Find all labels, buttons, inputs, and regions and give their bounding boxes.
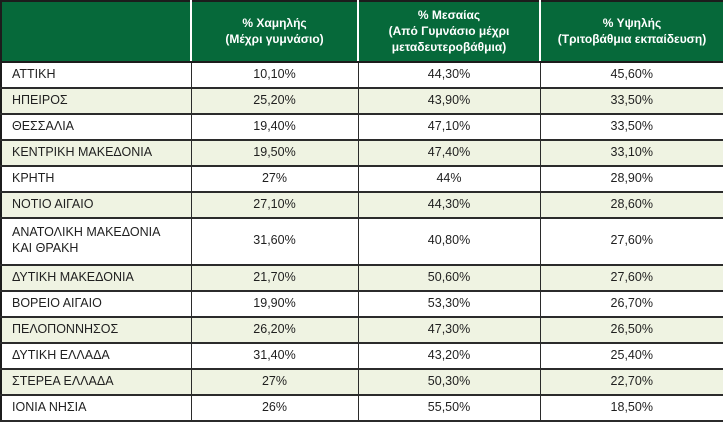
high-cell: 25,40% xyxy=(539,341,723,370)
high-cell: 27,60% xyxy=(539,263,723,292)
medium-cell: 53,30% xyxy=(357,289,541,318)
table-row: ΣΤΕΡΕΑ ΕΛΛΑΔΑ 27% 50,30% 22,70% xyxy=(0,367,723,396)
table-header: % Χαμηλής (Μέχρι γυμνάσιο) % Μεσαίας (Απ… xyxy=(1,1,723,63)
high-cell: 26,50% xyxy=(539,315,723,344)
region-cell: ΚΕΝΤΡΙΚΗ ΜΑΚΕΔΟΝΙΑ xyxy=(0,138,192,167)
medium-cell: 44,30% xyxy=(357,60,541,89)
high-cell: 28,60% xyxy=(539,190,723,219)
high-cell: 28,90% xyxy=(539,164,723,193)
region-cell: ΠΕΛΟΠΟΝΝΗΣΟΣ xyxy=(0,315,192,344)
low-cell: 27% xyxy=(190,164,359,193)
table-row: ΚΕΝΤΡΙΚΗ ΜΑΚΕΔΟΝΙΑ 19,50% 47,40% 33,10% xyxy=(0,138,723,167)
medium-cell: 50,30% xyxy=(357,367,541,396)
table-row: ΔΥΤΙΚΗ ΕΛΛΑΔΑ 31,40% 43,20% 25,40% xyxy=(0,341,723,370)
medium-cell: 50,60% xyxy=(357,263,541,292)
col-header-low: % Χαμηλής (Μέχρι γυμνάσιο) xyxy=(190,1,358,63)
low-cell: 21,70% xyxy=(190,263,359,292)
medium-cell: 44% xyxy=(357,164,541,193)
high-cell: 33,10% xyxy=(539,138,723,167)
table-body: ΑΤΤΙΚΗ 10,10% 44,30% 45,60% ΗΠΕΙΡΟΣ 25,2… xyxy=(0,60,723,422)
table-row: ΘΕΣΣΑΛΙΑ 19,40% 47,10% 33,50% xyxy=(0,112,723,141)
medium-cell: 43,20% xyxy=(357,341,541,370)
region-cell: ΒΟΡΕΙΟ ΑΙΓΑΙΟ xyxy=(0,289,192,318)
table-row: ΗΠΕΙΡΟΣ 25,20% 43,90% 33,50% xyxy=(0,86,723,115)
region-cell: ΑΤΤΙΚΗ xyxy=(0,60,192,89)
low-cell: 10,10% xyxy=(190,60,359,89)
medium-cell: 47,10% xyxy=(357,112,541,141)
region-cell: ΘΕΣΣΑΛΙΑ xyxy=(0,112,192,141)
low-cell: 26,20% xyxy=(190,315,359,344)
region-cell: ΔΥΤΙΚΗ ΜΑΚΕΔΟΝΙΑ xyxy=(0,263,192,292)
high-cell: 26,70% xyxy=(539,289,723,318)
region-cell: ΝΟΤΙΟ ΑΙΓΑΙΟ xyxy=(0,190,192,219)
header-row: % Χαμηλής (Μέχρι γυμνάσιο) % Μεσαίας (Απ… xyxy=(1,1,723,63)
region-cell: ΑΝΑΤΟΛΙΚΗ ΜΑΚΕΔΟΝΙΑ ΚΑΙ ΘΡΑΚΗ xyxy=(0,216,192,266)
medium-cell: 47,30% xyxy=(357,315,541,344)
high-cell: 22,70% xyxy=(539,367,723,396)
high-cell: 27,60% xyxy=(539,216,723,266)
region-cell: ΣΤΕΡΕΑ ΕΛΛΑΔΑ xyxy=(0,367,192,396)
table-row: ΑΤΤΙΚΗ 10,10% 44,30% 45,60% xyxy=(0,60,723,89)
low-cell: 31,60% xyxy=(190,216,359,266)
low-cell: 19,50% xyxy=(190,138,359,167)
table-row: ΒΟΡΕΙΟ ΑΙΓΑΙΟ 19,90% 53,30% 26,70% xyxy=(0,289,723,318)
high-cell: 45,60% xyxy=(539,60,723,89)
low-cell: 19,90% xyxy=(190,289,359,318)
table-row: ΝΟΤΙΟ ΑΙΓΑΙΟ 27,10% 44,30% 28,60% xyxy=(0,190,723,219)
low-cell: 27,10% xyxy=(190,190,359,219)
high-cell: 33,50% xyxy=(539,86,723,115)
region-cell: ΚΡΗΤΗ xyxy=(0,164,192,193)
high-cell: 33,50% xyxy=(539,112,723,141)
col-header-high: % Υψηλής (Τριτοβάθμια εκπαίδευση) xyxy=(539,1,723,63)
table-row: ΔΥΤΙΚΗ ΜΑΚΕΔΟΝΙΑ 21,70% 50,60% 27,60% xyxy=(0,263,723,292)
medium-cell: 43,90% xyxy=(357,86,541,115)
region-cell: ΔΥΤΙΚΗ ΕΛΛΑΔΑ xyxy=(0,341,192,370)
medium-cell: 47,40% xyxy=(357,138,541,167)
table-row: ΑΝΑΤΟΛΙΚΗ ΜΑΚΕΔΟΝΙΑ ΚΑΙ ΘΡΑΚΗ 31,60% 40,… xyxy=(0,216,723,266)
region-cell: ΗΠΕΙΡΟΣ xyxy=(0,86,192,115)
low-cell: 31,40% xyxy=(190,341,359,370)
low-cell: 27% xyxy=(190,367,359,396)
low-cell: 19,40% xyxy=(190,112,359,141)
medium-cell: 44,30% xyxy=(357,190,541,219)
table-row: ΠΕΛΟΠΟΝΝΗΣΟΣ 26,20% 47,30% 26,50% xyxy=(0,315,723,344)
low-cell: 25,20% xyxy=(190,86,359,115)
medium-cell: 40,80% xyxy=(357,216,541,266)
col-header-medium: % Μεσαίας (Από Γυμνάσιο μέχρι μεταδευτερ… xyxy=(357,1,540,63)
corner-header-cell xyxy=(1,1,191,63)
low-cell: 26% xyxy=(190,393,359,422)
table-row: ΚΡΗΤΗ 27% 44% 28,90% xyxy=(0,164,723,193)
